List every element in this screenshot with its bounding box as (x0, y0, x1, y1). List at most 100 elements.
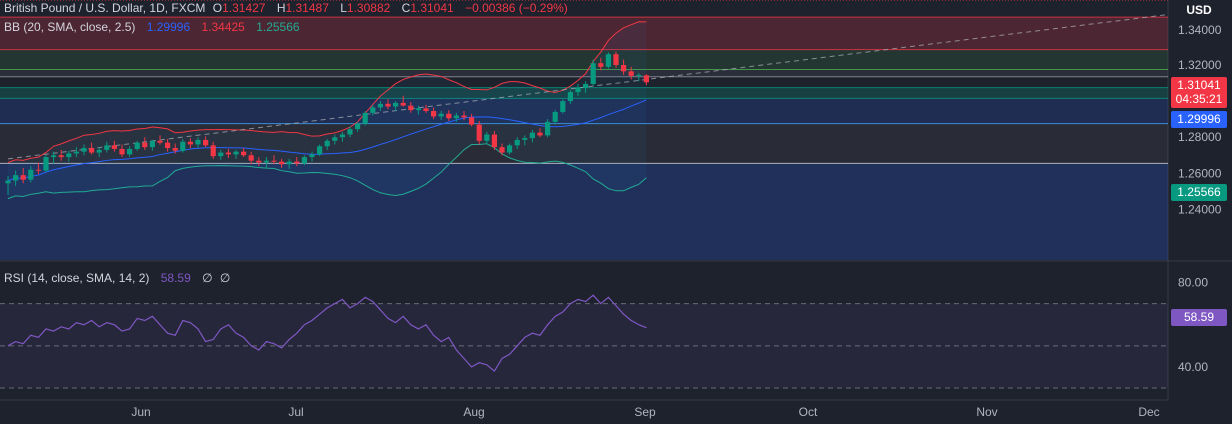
candle-body (309, 154, 315, 158)
candle-body (157, 140, 163, 143)
candle-body (81, 148, 87, 152)
candle-body (256, 160, 262, 163)
candle-body (20, 175, 26, 180)
time-label: Dec (1138, 405, 1159, 419)
bb-upper-value: 1.34425 (201, 20, 245, 34)
last-price-tag: 1.31041 04:35:21 (1171, 77, 1227, 108)
high-label: H (276, 1, 286, 15)
candle-body (438, 113, 444, 117)
candle-body (583, 83, 589, 88)
candle-body (142, 142, 148, 148)
rsi-pane-bg (0, 262, 1168, 398)
candle-body (377, 103, 383, 108)
candle-body (225, 152, 231, 155)
rsi-pane[interactable] (0, 294, 1168, 389)
candle-body (453, 115, 459, 119)
candle-body (294, 161, 300, 164)
bb-basis-value: 1.29996 (146, 20, 191, 34)
candle-body (628, 71, 634, 76)
candle-body (58, 155, 64, 158)
time-label: Sep (634, 405, 656, 419)
time-label: Aug (463, 405, 484, 419)
candle-body (165, 142, 171, 149)
candle-body (5, 180, 11, 184)
candle-body (104, 145, 110, 150)
candle-body (339, 134, 345, 138)
high-value: 1.31487 (285, 1, 329, 15)
candle-body (89, 148, 95, 153)
candle-body (446, 113, 452, 119)
candles (0, 0, 1168, 195)
candle-body (370, 107, 376, 113)
candle-body (96, 149, 102, 153)
candle-body (172, 148, 178, 151)
candle-body (180, 141, 186, 151)
candle-body (271, 160, 277, 162)
candle-body (476, 124, 482, 141)
candle-body (35, 169, 41, 171)
bollinger-bands (7, 21, 647, 200)
candle-body (613, 54, 619, 65)
candle-body (605, 54, 611, 67)
level-zone (0, 87, 1168, 99)
bb-legend[interactable]: BB (20, SMA, close, 2.5) 1.29996 1.34425… (4, 20, 304, 34)
rsi-legend[interactable]: RSI (14, close, SMA, 14, 2) 58.59 ∅ ∅ (4, 271, 234, 285)
candle-body (643, 75, 649, 83)
candle-body (218, 152, 224, 157)
candle-body (636, 74, 642, 76)
low-label: L (340, 1, 347, 15)
price-tick: 1.24000 (1178, 202, 1222, 216)
axes: 1.34000 1.32000 1.28000 1.24000 1.26000 80.00… (131, 23, 1221, 419)
candle-body (514, 139, 520, 146)
price-tick: 1.28000 (1178, 130, 1222, 144)
candle-body (529, 132, 535, 139)
bb-fill (8, 21, 647, 199)
candle-body (491, 134, 497, 148)
symbol-legend[interactable]: British Pound / U.S. Dollar, 1D, FXCM O1… (4, 1, 576, 15)
candle-body (362, 112, 368, 124)
bb-lower-value: 1.25566 (256, 20, 300, 34)
candle-body (119, 148, 125, 155)
close-label: C (401, 1, 411, 15)
bb-basis-line (7, 99, 647, 182)
price-tick: 1.26000 (1178, 166, 1222, 180)
bb-label: BB (20, SMA, close, 2.5) (4, 20, 136, 34)
change-value: −0.00386 (−0.29%) (465, 1, 568, 15)
candle-body (598, 63, 604, 67)
rsi-tick: 80.00 (1178, 276, 1208, 290)
price-pane[interactable] (0, 0, 1232, 401)
candle-body (187, 141, 193, 145)
rsi-extra-2: ∅ (219, 271, 231, 285)
candle-body (567, 92, 573, 102)
symbol-title: British Pound / U.S. Dollar, 1D, FXCM (4, 1, 206, 15)
bb-upper-line (7, 21, 647, 163)
candle-body (560, 101, 566, 112)
candle-body (286, 161, 292, 165)
candle-body (279, 161, 285, 165)
candle-body (317, 146, 323, 155)
candle-body (522, 138, 528, 140)
candle-body (537, 132, 543, 136)
rsi-label: RSI (14, close, SMA, 14, 2) (4, 271, 150, 285)
open-value: 1.31427 (222, 1, 266, 15)
rsi-line (7, 294, 647, 373)
level-zone (0, 98, 1168, 124)
candle-body (621, 65, 627, 72)
trendline[interactable] (7, 14, 1169, 160)
candle-body (127, 148, 133, 155)
candle-body (263, 160, 269, 163)
candle-body (28, 169, 34, 180)
currency-button[interactable]: USD (1186, 3, 1212, 17)
last-price-value: 1.31041 (1177, 78, 1221, 92)
candle-body (469, 117, 475, 125)
candle-body (149, 140, 155, 148)
candle-body (552, 111, 558, 122)
candle-body (51, 155, 57, 158)
candle-body (324, 140, 330, 147)
candle-body (408, 105, 414, 111)
rsi-tick: 40.00 (1178, 360, 1208, 374)
candle-body (301, 157, 307, 164)
time-label: Nov (976, 405, 997, 419)
candle-body (43, 157, 49, 171)
